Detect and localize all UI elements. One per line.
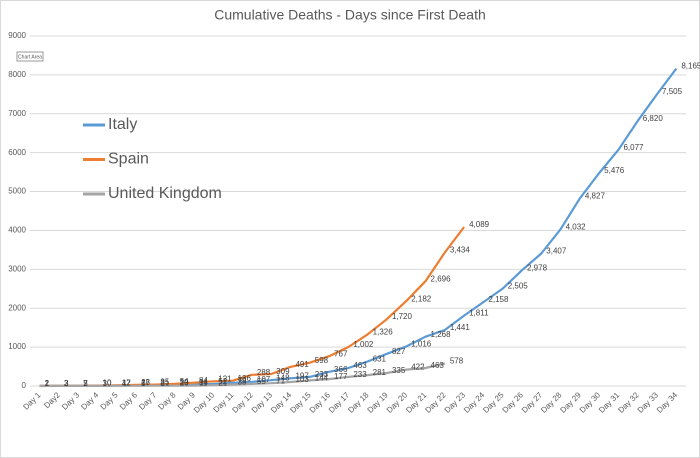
data-label: 177 xyxy=(334,372,348,381)
data-label: 197 xyxy=(295,371,309,380)
data-label: 1,268 xyxy=(431,330,452,339)
y-tick-label: 1000 xyxy=(8,342,26,351)
data-label: 84 xyxy=(199,376,208,385)
data-label: 17 xyxy=(122,378,131,387)
data-label: 366 xyxy=(334,365,348,374)
data-label: 827 xyxy=(392,347,406,356)
data-label: 2,182 xyxy=(411,294,432,303)
y-tick-label: 6000 xyxy=(8,148,26,157)
data-label: 12 xyxy=(122,379,131,388)
data-label: 309 xyxy=(276,367,290,376)
data-label: 52 xyxy=(218,377,227,386)
legend-label: Italy xyxy=(108,116,137,133)
data-label: 335 xyxy=(392,366,406,375)
y-tick-label: 3000 xyxy=(8,264,26,273)
data-label: 2 xyxy=(45,379,50,388)
data-label: 17 xyxy=(141,378,150,387)
data-label: 288 xyxy=(257,368,271,377)
data-label: 463 xyxy=(431,361,445,370)
data-label: 1,326 xyxy=(373,328,394,337)
data-label: 7,505 xyxy=(662,87,683,96)
data-label: 3 xyxy=(103,379,108,388)
tooltip: Chart Area xyxy=(18,54,42,60)
y-tick-label: 7000 xyxy=(8,109,26,118)
tooltip-box xyxy=(16,51,44,62)
data-label: 54 xyxy=(180,377,189,386)
data-label: 2,158 xyxy=(488,295,509,304)
data-label: 1,002 xyxy=(353,340,374,349)
data-label: 1,720 xyxy=(392,312,413,321)
data-label: 34 xyxy=(199,378,208,387)
data-label: 10 xyxy=(103,379,112,388)
data-label: 21 xyxy=(160,378,169,387)
data-label: 4 xyxy=(122,379,127,388)
data-label: 3 xyxy=(64,379,69,388)
data-label: 233 xyxy=(353,370,367,379)
data-label: 8 xyxy=(160,379,165,388)
data-label: 121 xyxy=(218,374,232,383)
series-line xyxy=(39,362,446,388)
chart-title: Cumulative Deaths - Days since First Dea… xyxy=(214,7,486,23)
data-label: 2 xyxy=(83,379,88,388)
data-label: 463 xyxy=(353,361,367,370)
data-label: 5,476 xyxy=(604,166,625,175)
data-label: 144 xyxy=(315,374,329,383)
data-label: 422 xyxy=(411,363,425,372)
data-label: 148 xyxy=(276,373,290,382)
data-label: 79 xyxy=(238,376,247,385)
data-label: 767 xyxy=(334,349,348,358)
data-label: 35 xyxy=(238,378,247,387)
data-label: 578 xyxy=(450,357,464,366)
data-label: 4,827 xyxy=(585,191,606,200)
data-label: 2,978 xyxy=(527,263,548,272)
legend-label: Spain xyxy=(108,151,149,168)
data-label: 8,165 xyxy=(681,62,700,71)
data-label: 10 xyxy=(103,379,112,388)
y-tick-label: 2000 xyxy=(8,303,26,312)
data-label: 6 xyxy=(141,379,146,388)
data-label: 631 xyxy=(373,355,387,364)
data-label: 2 xyxy=(64,379,69,388)
data-label: 6,820 xyxy=(643,114,664,123)
y-tick-label: 5000 xyxy=(8,187,26,196)
data-label: 7 xyxy=(83,379,88,388)
data-label: 4,089 xyxy=(469,220,490,229)
data-label: 21 xyxy=(218,378,227,387)
data-label: 28 xyxy=(141,378,150,387)
data-label: 10 xyxy=(180,379,189,388)
data-label: 3 xyxy=(64,379,69,388)
data-label: 3,407 xyxy=(546,247,567,256)
data-label: 598 xyxy=(315,356,329,365)
data-label: 5 xyxy=(83,379,88,388)
legend-label: United Kingdom xyxy=(108,185,222,202)
data-label: 3,434 xyxy=(450,246,471,255)
data-label: 233 xyxy=(315,370,329,379)
data-label: 136 xyxy=(238,374,252,383)
y-tick-label: 0 xyxy=(22,381,27,390)
data-label: 6,077 xyxy=(623,143,644,152)
data-label: 11 xyxy=(199,379,208,388)
data-label: 1 xyxy=(45,379,50,388)
data-label: 35 xyxy=(160,378,169,387)
data-label: 29 xyxy=(180,378,189,387)
data-label: 1,811 xyxy=(469,309,489,318)
data-label: 103 xyxy=(295,375,309,384)
y-tick-label: 9000 xyxy=(8,31,26,40)
data-label: 491 xyxy=(295,360,309,369)
data-label: 2,696 xyxy=(431,274,452,283)
data-label: 281 xyxy=(373,368,387,377)
data-label: 4,032 xyxy=(566,222,587,231)
y-tick-label: 4000 xyxy=(8,226,26,235)
data-label: 107 xyxy=(257,375,271,384)
data-label: 1,016 xyxy=(411,340,432,349)
data-label: 71 xyxy=(276,376,285,385)
y-tick-label: 8000 xyxy=(8,70,26,79)
data-label: 1,441 xyxy=(450,323,471,332)
data-label: 2,505 xyxy=(508,282,529,291)
data-label: 55 xyxy=(257,377,266,386)
data-label: 2 xyxy=(45,379,50,388)
